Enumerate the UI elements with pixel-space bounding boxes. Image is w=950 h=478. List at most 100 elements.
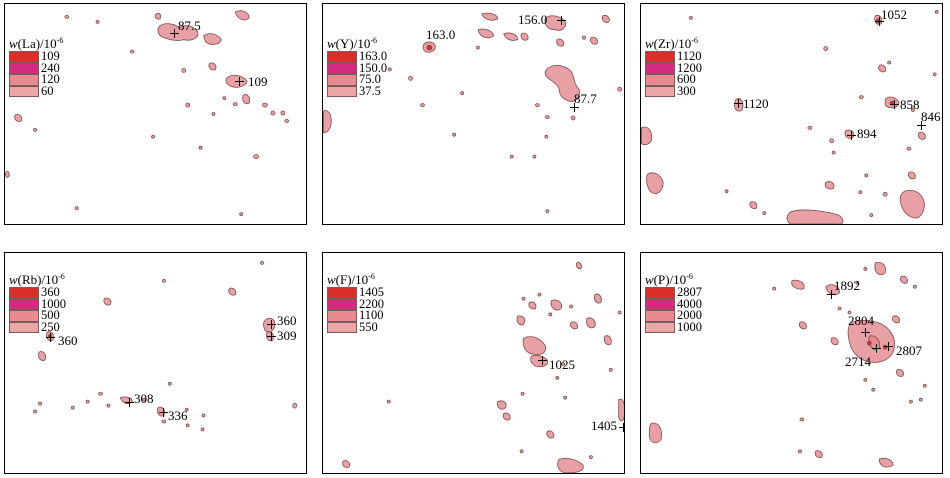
legend-row-4: 250	[9, 319, 66, 334]
legend-row-2: 1000	[9, 296, 66, 311]
legend-row-2: 240	[9, 60, 63, 75]
anomaly-label: 2804	[848, 313, 874, 328]
anomaly-map-y	[323, 12, 623, 213]
legend-y: w(Y)/10-6 163.0 150.0 75.0 37.5	[327, 34, 387, 97]
anomaly-label: 336	[168, 408, 188, 423]
legend-row-1: 360	[9, 285, 66, 300]
legend-value: 240	[41, 60, 60, 75]
anomaly-label: 308	[134, 391, 154, 406]
anomaly-label: 1405	[591, 418, 617, 433]
legend-row-3: 1100	[327, 308, 384, 323]
anomaly-label: 846	[921, 109, 941, 124]
anomaly-label: 894	[857, 126, 877, 141]
anomaly-label: 156.0	[518, 12, 548, 27]
legend-value: 1000	[41, 296, 66, 311]
legend-zr: w(Zr)/10-6 1120 1200 600 300	[645, 34, 702, 97]
legend-value: 150.0	[359, 60, 388, 75]
legend-row-2: 1200	[645, 60, 702, 75]
sample-point-marker	[267, 320, 276, 329]
anomaly-label: 309	[277, 328, 297, 343]
anomaly-label: 2714	[845, 354, 871, 369]
anomaly-label: 360	[58, 333, 78, 348]
anomaly-label: 1120	[743, 96, 769, 111]
sample-point-marker	[861, 328, 870, 337]
legend-row-2: 2200	[327, 296, 384, 311]
legend-value: 2200	[359, 296, 384, 311]
legend-title-p: w(P)/10-6	[645, 272, 693, 287]
sample-point-marker	[125, 398, 134, 407]
legend-value: 4000	[677, 296, 702, 311]
map-panel-zr: w(Zr)/10-6 1120 1200 600 300 1052 1120 8…	[640, 3, 943, 225]
legend-f: w(F)/10-6 1405 2200 1100 550	[327, 270, 384, 333]
legend-value: 2000	[677, 308, 702, 323]
legend-title-zr: w(Zr)/10-6	[645, 36, 698, 51]
map-panel-f: w(F)/10-6 1405 2200 1100 550 1025 1405	[322, 252, 625, 474]
legend-row-1: 1405	[327, 285, 384, 300]
legend-value: 1000	[677, 319, 702, 334]
legend-value: 2807	[677, 285, 702, 300]
legend-value: 37.5	[359, 83, 381, 98]
sample-point-marker	[847, 131, 856, 140]
legend-value: 75.0	[359, 72, 381, 87]
sample-point-marker	[827, 290, 836, 299]
legend-row-3: 120	[9, 72, 63, 87]
anomaly-label: 360	[277, 313, 297, 328]
legend-row-4: 1000	[645, 319, 702, 334]
legend-la: w(La)/10-6 109 240 120 60	[9, 34, 63, 97]
legend-value: 250	[41, 319, 60, 334]
sample-point-marker	[570, 103, 579, 112]
legend-row-3: 600	[645, 72, 702, 87]
legend-row-1: 1120	[645, 50, 702, 63]
sample-point-marker	[538, 356, 547, 365]
sample-point-marker	[875, 17, 884, 26]
anomaly-label: 109	[248, 74, 268, 89]
legend-row-4: 37.5	[327, 83, 387, 98]
sample-point-marker	[159, 408, 168, 417]
legend-value: 1100	[359, 308, 384, 323]
anomaly-label: 163.0	[426, 27, 456, 42]
legend-value: 500	[41, 308, 60, 323]
anomaly-label: 1025	[549, 357, 575, 372]
legend-value: 550	[359, 319, 378, 334]
map-panel-la: w(La)/10-6 109 240 120 60 87.5 109	[4, 3, 307, 225]
anomaly-map-zr	[641, 10, 939, 224]
sample-point-marker	[235, 77, 244, 86]
sample-point-marker	[734, 99, 743, 108]
legend-p: w(P)/10-6 2807 4000 2000 1000	[645, 270, 702, 333]
legend-value: 360	[41, 285, 60, 300]
legend-value: 600	[677, 72, 696, 87]
legend-row-1: 163.0	[327, 49, 388, 64]
sample-point-marker	[884, 342, 893, 351]
map-panel-rb: w(Rb)/10-6 360 1000 500 250 360 360 309 …	[4, 252, 307, 474]
sample-point-marker	[890, 100, 899, 109]
map-panel-y: w(Y)/10-6 163.0 150.0 75.0 37.5 163.0 15…	[322, 3, 625, 225]
legend-row-1: 109	[9, 50, 63, 63]
map-panel-p: w(P)/10-6 2807 4000 2000 1000 1892 2804 …	[640, 252, 943, 474]
anomaly-label: 2807	[896, 343, 922, 358]
legend-value: 1405	[359, 285, 384, 300]
anomaly-label: 87.7	[574, 91, 597, 106]
legend-row-2: 4000	[645, 296, 702, 311]
legend-title-f: w(F)/10-6	[327, 272, 375, 287]
legend-title-la: w(La)/10-6	[9, 36, 64, 51]
sample-point-marker	[619, 423, 624, 432]
legend-title-rb: w(Rb)/10-6	[9, 272, 65, 287]
anomaly-label: 1052	[881, 7, 907, 22]
anomaly-label: 87.5	[178, 18, 201, 33]
legend-row-1: 2807	[645, 285, 702, 300]
legend-title-y: w(Y)/10-6	[327, 36, 378, 51]
sample-point-marker	[170, 29, 179, 38]
legend-row-3: 2000	[645, 308, 702, 323]
legend-value: 1200	[677, 60, 702, 75]
legend-value: 163.0	[359, 49, 388, 64]
sample-point-marker	[917, 121, 926, 130]
legend-value: 300	[677, 83, 696, 98]
sample-point-marker	[557, 16, 566, 25]
sample-point-marker	[267, 332, 276, 341]
legend-row-4: 60	[9, 85, 63, 97]
legend-value: 120	[41, 72, 60, 87]
anomaly-label: 858	[900, 97, 920, 112]
legend-row-3: 500	[9, 308, 66, 323]
sample-point-marker	[46, 333, 55, 342]
legend-row-2: 150.0	[327, 60, 388, 75]
